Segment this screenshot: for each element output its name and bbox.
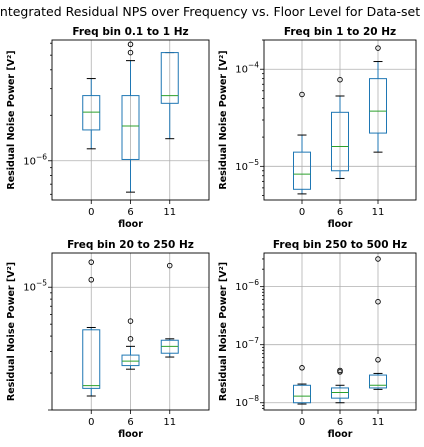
subplot-title: Freq bin 20 to 250 Hz bbox=[67, 239, 194, 251]
outlier-point bbox=[337, 367, 343, 374]
box-iqr bbox=[121, 354, 140, 367]
box-0 bbox=[293, 91, 311, 195]
subplot-1: 10−6 0 6 11 Freq bin 0.1 to 1 Hz floor Residua… bbox=[6, 26, 210, 230]
box-6 bbox=[331, 367, 349, 404]
box-iqr bbox=[82, 329, 101, 389]
outlier-point bbox=[166, 262, 173, 269]
subplot-title: Freq bin 1 to 20 Hz bbox=[284, 26, 396, 38]
outlier-point bbox=[127, 336, 134, 342]
box-iqr bbox=[293, 384, 311, 404]
subplot-3: 10−5 0 6 11 Freq bin 20 to 250 Hz floor Residu… bbox=[6, 239, 210, 440]
x-axis-label: floor bbox=[118, 219, 143, 230]
box-6 bbox=[121, 318, 140, 370]
y-axis-label: Residual Noise Power [V²] bbox=[218, 262, 229, 401]
box-6 bbox=[331, 76, 349, 179]
outlier-point bbox=[127, 318, 134, 324]
box-iqr bbox=[121, 95, 140, 160]
outlier-point bbox=[375, 357, 381, 363]
outlier-point bbox=[88, 259, 94, 265]
y-tick-label: 10−4 bbox=[235, 61, 259, 76]
y-axis-label: Residual Noise Power [V²] bbox=[6, 262, 17, 401]
box-iqr bbox=[82, 95, 101, 131]
x-tick-label: 11 bbox=[163, 417, 176, 428]
subplot-4: 10−8 10−7 10−6 0 6 11 Freq bin 250 to 500 Hz fl… bbox=[218, 239, 417, 440]
x-tick-label: 6 bbox=[337, 207, 343, 218]
x-axis-label: floor bbox=[328, 219, 353, 230]
x-tick-label: 0 bbox=[88, 417, 94, 428]
x-tick-label: 11 bbox=[163, 207, 176, 218]
outlier-point bbox=[375, 45, 381, 51]
x-tick-label: 6 bbox=[337, 417, 343, 428]
box-iqr bbox=[369, 374, 387, 389]
subplot-title: Freq bin 250 to 500 Hz bbox=[273, 239, 407, 251]
y-tick-label: 10−6 bbox=[23, 152, 47, 167]
box-11 bbox=[160, 52, 179, 140]
box-6 bbox=[121, 41, 140, 193]
x-tick-label: 11 bbox=[372, 417, 385, 428]
x-tick-label: 6 bbox=[127, 417, 133, 428]
box-0 bbox=[82, 259, 101, 397]
y-tick-label: 10−5 bbox=[23, 279, 47, 294]
box-iqr bbox=[293, 151, 311, 190]
x-tick-label: 0 bbox=[88, 207, 94, 218]
outlier-point bbox=[299, 365, 305, 371]
box-11 bbox=[160, 262, 179, 358]
x-axis-label: floor bbox=[328, 429, 353, 440]
outlier-point bbox=[375, 298, 381, 305]
y-axis-label: Residual Noise Power [V²] bbox=[218, 50, 229, 189]
box-iqr bbox=[331, 111, 349, 172]
y-axis-label: Residual Noise Power [V²] bbox=[6, 50, 17, 189]
box-0 bbox=[82, 78, 101, 150]
subplot-title: Freq bin 0.1 to 1 Hz bbox=[72, 26, 188, 38]
box-11 bbox=[369, 45, 387, 153]
y-tick-label: 10−6 bbox=[235, 278, 259, 293]
x-tick-label: 0 bbox=[299, 207, 305, 218]
outlier-point bbox=[88, 277, 94, 283]
outlier-point bbox=[375, 256, 381, 262]
outlier-point bbox=[127, 41, 134, 48]
outlier-point bbox=[127, 49, 134, 56]
box-0 bbox=[293, 365, 311, 405]
y-tick-label: 10−8 bbox=[235, 394, 259, 409]
x-tick-label: 11 bbox=[372, 207, 385, 218]
y-tick-label: 10−7 bbox=[235, 336, 259, 351]
x-tick-label: 6 bbox=[127, 207, 133, 218]
box-iqr bbox=[331, 387, 349, 399]
x-tick-label: 0 bbox=[299, 417, 305, 428]
box-iqr bbox=[160, 52, 179, 104]
outlier-point bbox=[337, 76, 343, 83]
box-11 bbox=[369, 256, 387, 390]
outlier-point bbox=[299, 91, 305, 98]
box-iqr bbox=[369, 78, 387, 134]
figure-title: Integrated Residual NPS over Frequency v… bbox=[0, 4, 424, 19]
subplot-2: 10−5 10−4 0 6 11 Freq bin 1 to 20 Hz floor Resi… bbox=[218, 26, 417, 230]
y-tick-label: 10−5 bbox=[235, 158, 259, 173]
x-axis-label: floor bbox=[118, 429, 143, 440]
